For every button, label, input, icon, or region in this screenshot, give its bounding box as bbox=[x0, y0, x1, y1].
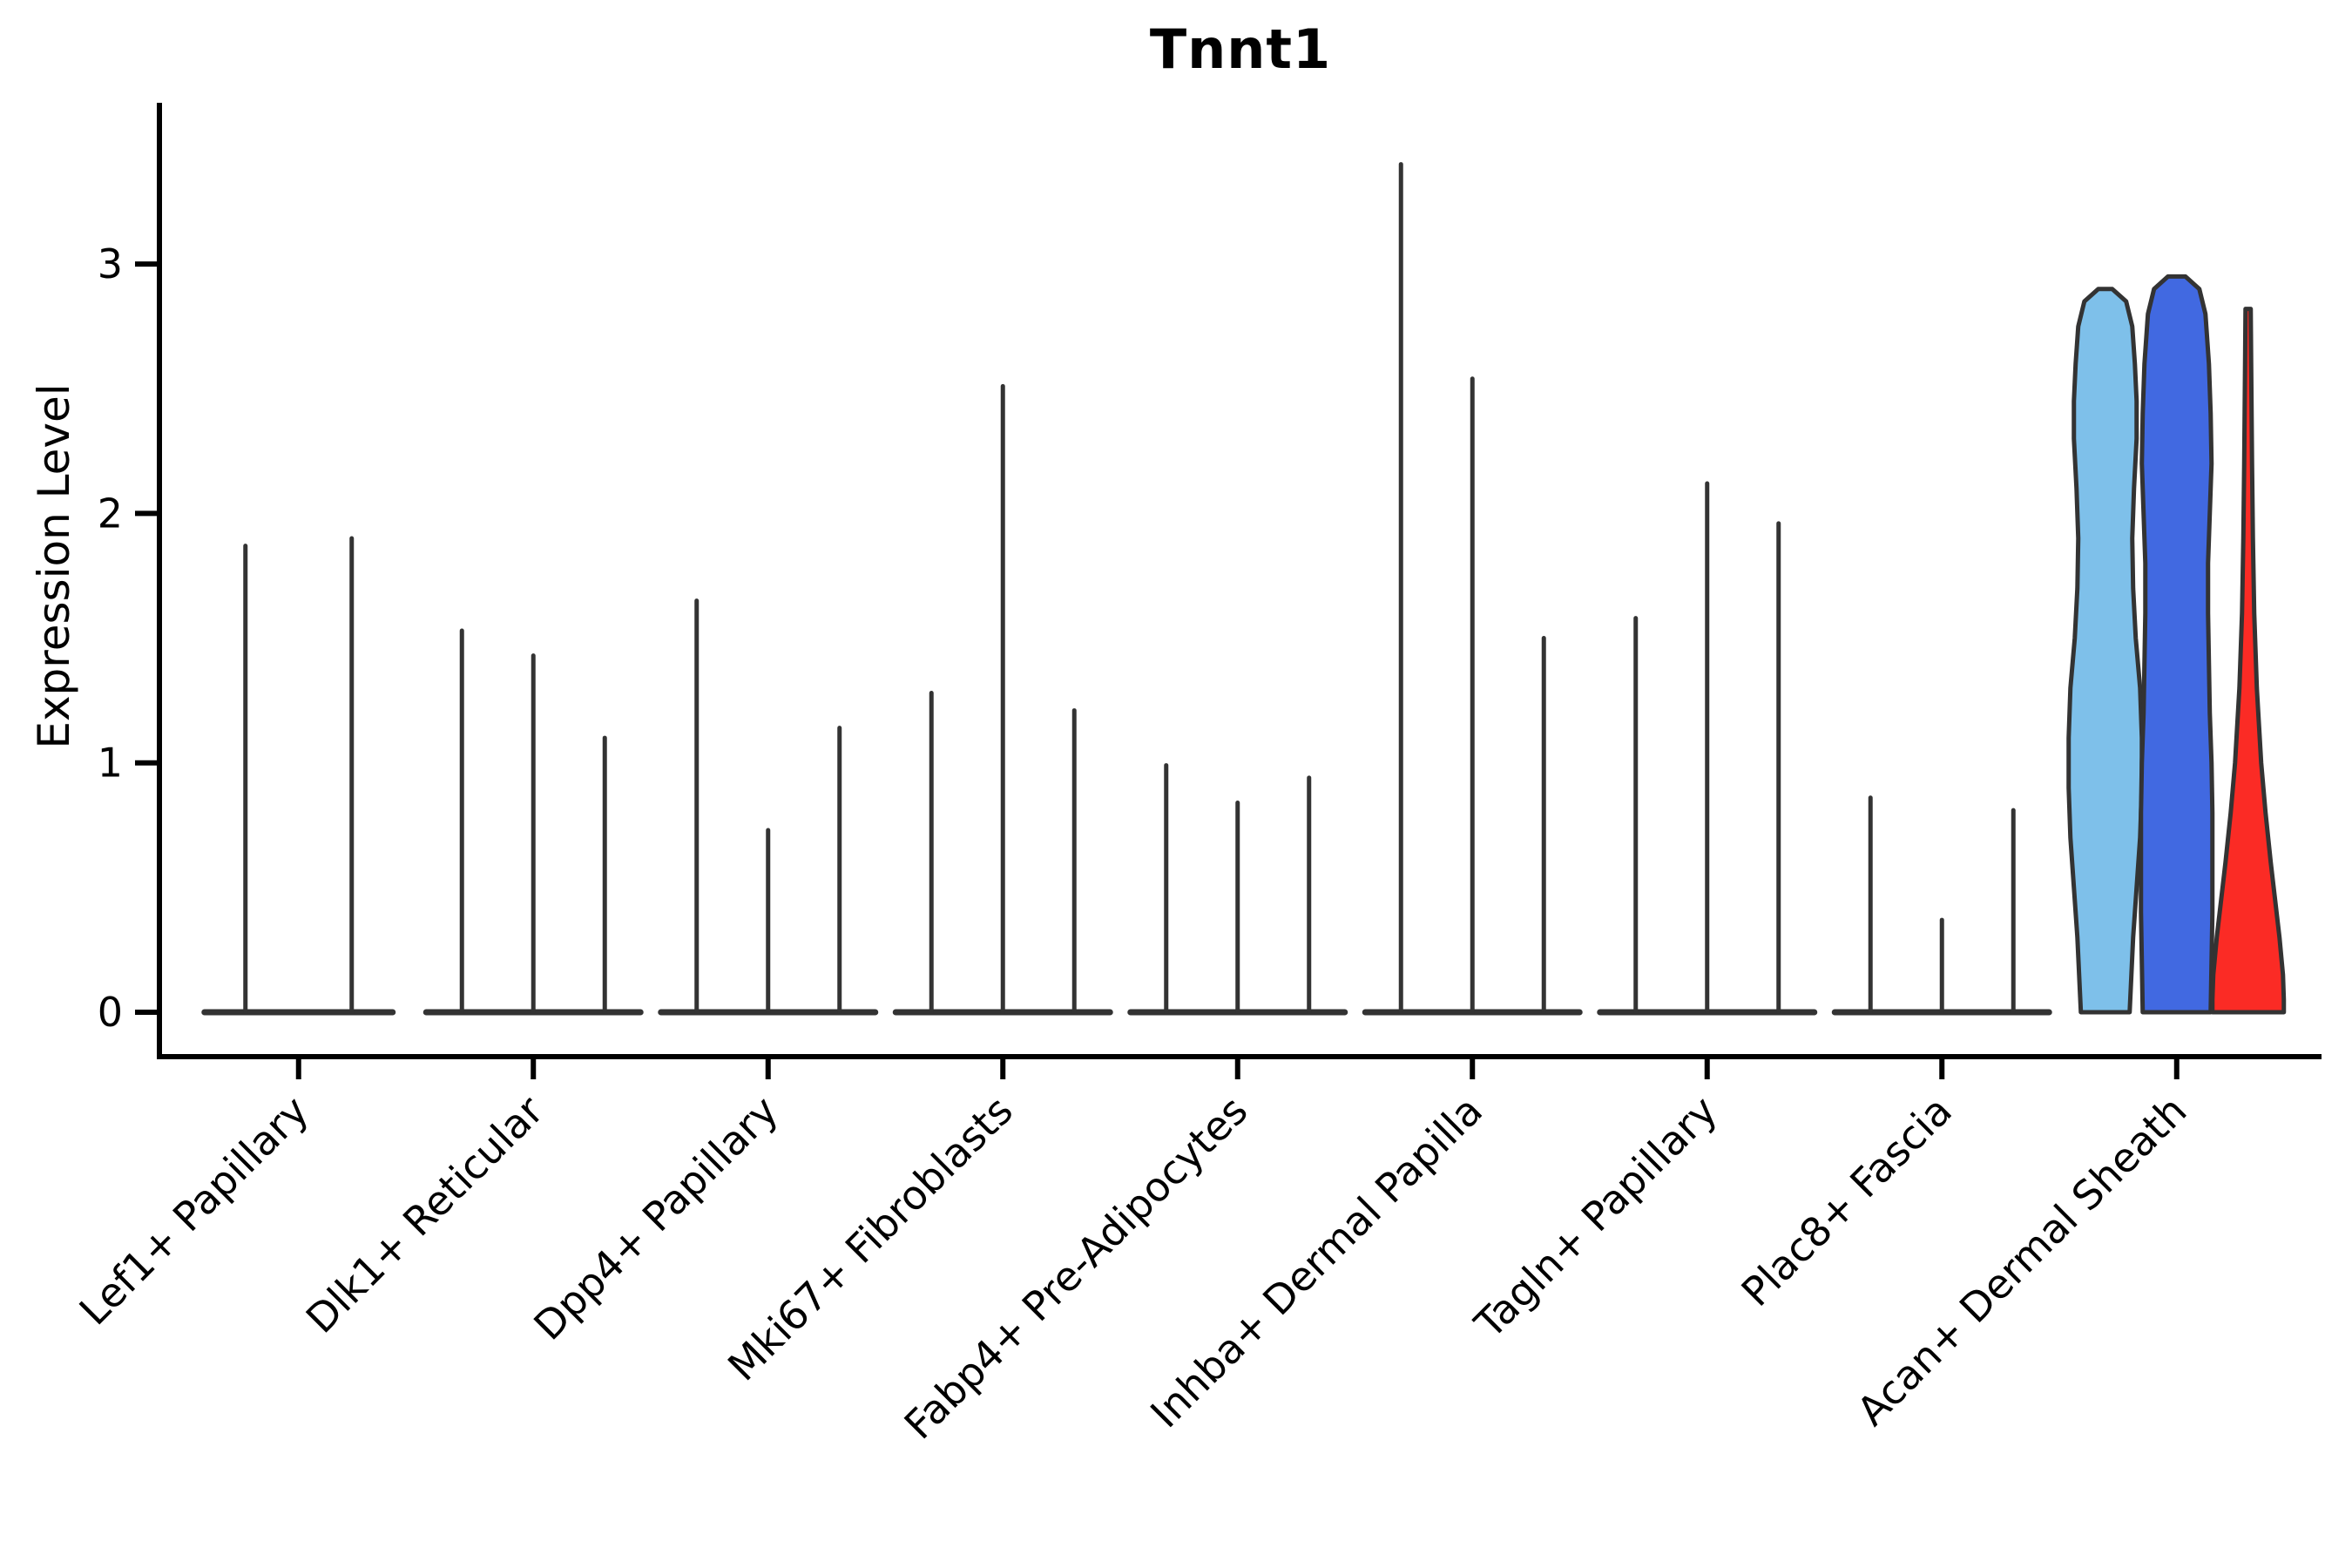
category-label: Dpp4+ Papillary bbox=[524, 1087, 787, 1349]
category-label: Tagln+ Papillary bbox=[1465, 1087, 1727, 1348]
category-label: Dlk1+ Reticular bbox=[297, 1087, 552, 1342]
y-axis-title: Expression Level bbox=[29, 383, 79, 749]
category-label: Lef1+ Papillary bbox=[71, 1087, 318, 1335]
y-tick-label: 3 bbox=[98, 240, 123, 287]
category-label: Plac8+ Fascia bbox=[1733, 1087, 1961, 1315]
violin-body-red bbox=[2210, 307, 2287, 1015]
chart-title: Tnnt1 bbox=[1149, 17, 1332, 81]
y-tick-label: 2 bbox=[98, 490, 123, 537]
violin-body-blue bbox=[2139, 274, 2215, 1015]
y-tick-label: 1 bbox=[98, 740, 123, 787]
y-tick-label: 0 bbox=[98, 989, 123, 1036]
violin-body-light-blue bbox=[2066, 287, 2145, 1015]
